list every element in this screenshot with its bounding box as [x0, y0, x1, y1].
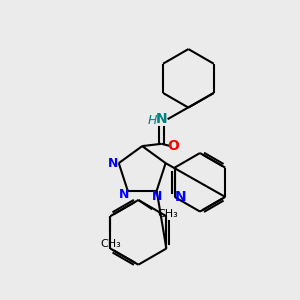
Text: CH₃: CH₃	[158, 209, 178, 219]
Text: N: N	[107, 157, 118, 169]
Text: N: N	[119, 188, 129, 201]
Text: O: O	[167, 139, 179, 153]
Text: N: N	[175, 190, 187, 204]
Text: N: N	[152, 190, 162, 203]
Text: N: N	[156, 112, 167, 126]
Text: CH₃: CH₃	[100, 239, 121, 249]
Text: H: H	[148, 114, 157, 127]
